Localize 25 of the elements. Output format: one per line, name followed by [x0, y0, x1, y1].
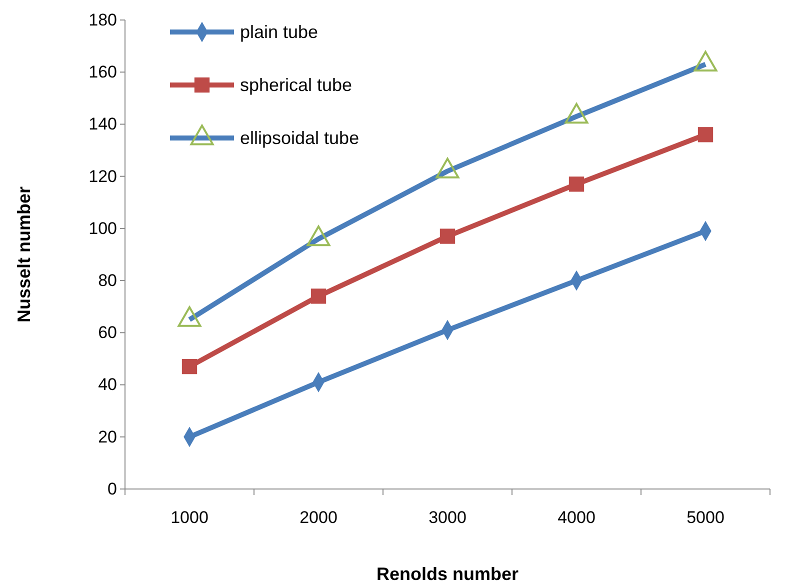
y-tick-label: 20: [98, 427, 117, 446]
x-tick-label: 4000: [558, 508, 596, 528]
y-tick-label: 60: [98, 323, 117, 342]
x-tick-label: 1000: [170, 508, 208, 528]
y-tick-label: 120: [88, 166, 117, 186]
y-tick-label: 100: [88, 218, 117, 238]
legend-label: spherical tube: [240, 75, 352, 95]
y-tick-label: 40: [98, 375, 117, 394]
y-tick-label: 160: [88, 62, 117, 82]
legend-label: ellipsoidal tube: [240, 128, 360, 148]
y-tick-label: 180: [88, 10, 117, 30]
point: [182, 358, 198, 374]
y-tick-label: 0: [108, 479, 117, 498]
x-tick-label: 5000: [686, 508, 724, 528]
legend-label: plain tube: [240, 22, 318, 42]
x-axis-title: Renolds number: [376, 564, 519, 584]
y-axis-title: Nusselt number: [14, 186, 34, 323]
point: [310, 288, 326, 304]
x-tick-label: 2000: [300, 508, 338, 528]
point: [440, 228, 456, 244]
y-tick-label: 80: [98, 270, 117, 290]
point: [698, 127, 714, 142]
point: [568, 176, 584, 192]
y-tick-label: 140: [88, 114, 117, 134]
x-tick-label: 3000: [428, 508, 466, 528]
